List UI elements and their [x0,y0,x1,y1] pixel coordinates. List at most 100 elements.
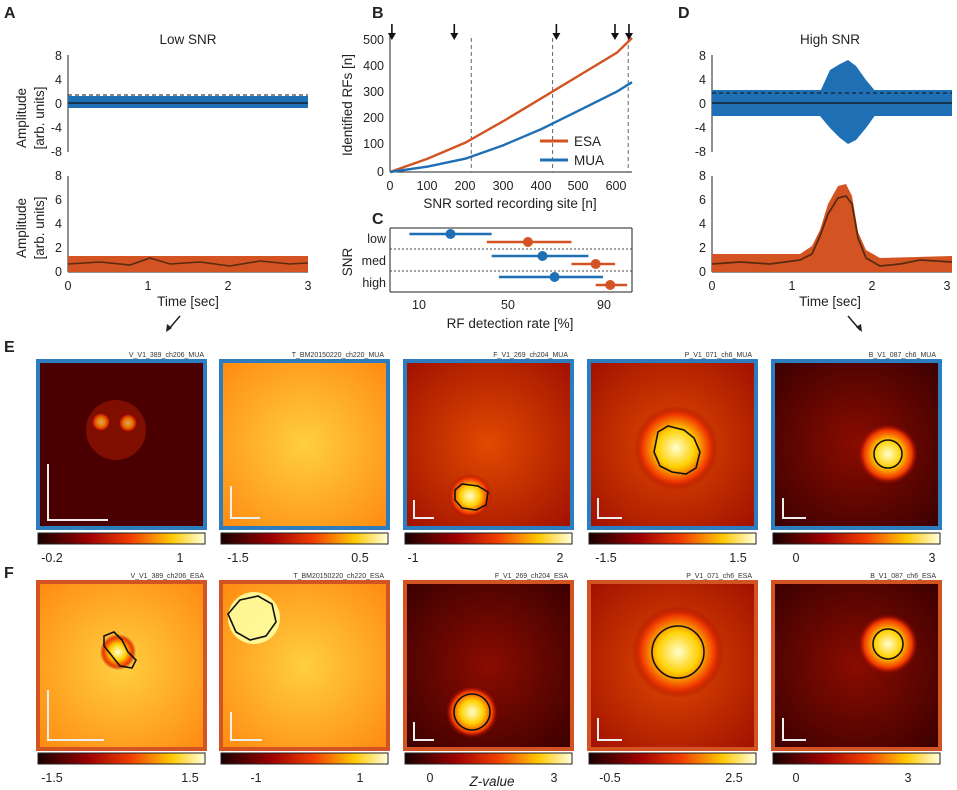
scale-bar [782,498,806,519]
scale-bar [47,690,104,741]
colorbar [772,532,941,545]
cbar-max: 2.5 [725,771,742,785]
cbar-min: -1.5 [227,551,249,565]
cbar-min: -1.5 [41,771,63,785]
map-title: V_V1_389_ch206_MUA [129,352,204,359]
cbar-min: 0 [427,771,434,785]
scale-bar [413,722,434,741]
tick: 90 [597,298,611,312]
tick: 300 [493,179,514,193]
rf-hotspot [634,406,718,490]
tick: 2 [699,241,706,255]
panel-a-ylabel-top-1: Amplitude [14,88,29,148]
colorbar [404,532,573,545]
tick: 50 [501,298,515,312]
map-title: B_V1_087_ch6_ESA [870,573,936,580]
panel-f-colorbars: -1.5 1.5 -1 1 0 3 Z-value -0.5 2.5 0 3 [37,752,941,789]
tick: 0 [699,97,706,111]
map-title: F_V1_269_ch204_MUA [493,352,568,359]
map-title: F_V1_269_ch204_ESA [495,573,568,580]
tick: 1 [789,279,796,293]
colorbar [37,532,206,545]
panel-a-ylabel-bot-2: [arb. units] [32,196,47,259]
data-point [522,237,533,247]
rf-contour [653,425,701,475]
down-arrow-head-icon [624,33,633,40]
panel-c-cat-low: low [367,232,387,246]
tick: 8 [699,169,706,183]
panel-e-label: E [4,339,15,356]
tick: 0 [377,165,384,179]
z-value-label: Z-value [468,774,514,789]
panel-a-ylabel-bot-1: Amplitude [14,198,29,258]
map-title: V_V1_389_ch206_ESA [130,573,204,580]
scale-bar [47,464,108,521]
map-title: B_V1_087_ch6_MUA [869,352,937,359]
tick: -4 [695,121,706,135]
panel-d: D High SNR 8 4 0 -4 -8 8 6 4 2 0 0 1 2 3… [678,5,953,332]
panel-c: C SNR low med high 10 50 90 RF detection… [340,211,633,331]
cbar-min: 0 [793,771,800,785]
tick: -8 [51,145,62,159]
rf-map-e2 [219,359,390,530]
cbar-max: 3 [551,771,558,785]
map-title: T_BM20150220_ch220_MUA [292,352,385,359]
down-arrow-head-icon [552,33,561,40]
tick: 3 [944,279,951,293]
cbar-max: 1.5 [181,771,198,785]
panel-a-ylabel-top-2: [arb. units] [32,86,47,149]
panel-f-label: F [4,565,14,582]
panel-a-esa-hist [68,256,308,272]
map-title: P_V1_071_ch6_MUA [685,352,753,359]
rf-hotspot [858,614,918,674]
panel-b-ylabel: Identified RFs [n] [340,54,355,156]
colorbar [404,752,573,765]
down-arrow-head-icon [387,33,396,40]
rf-map-f2 [219,580,390,751]
cbar-max: 3 [929,551,936,565]
cbar-max: 1 [357,771,364,785]
rf-hotspot [100,634,136,670]
legend-esa-label: ESA [574,134,601,149]
panel-a-title: Low SNR [159,32,216,47]
tick: 100 [417,179,438,193]
scale-bar [230,712,262,741]
rf-hotspot [119,414,137,432]
cbar-max: 1.5 [729,551,746,565]
panel-d-xlabel: Time [sec] [799,294,861,309]
down-arrow-head-icon [450,33,459,40]
scale-bar [782,718,806,741]
rf-hotspot [858,424,918,484]
data-point [590,259,601,269]
panel-d-title: High SNR [800,32,860,47]
panel-e-colorbars: -0.2 1 -1.5 0.5 -1 2 -1.5 1.5 0 3 [37,532,941,565]
panel-b-mua-line [389,81,633,174]
tick: 8 [55,49,62,63]
tick: 100 [363,137,384,151]
tick: 1 [145,279,152,293]
cbar-max: 2 [557,551,564,565]
arrow-head-icon [856,324,862,332]
legend-mua-label: MUA [574,153,604,168]
tick: 6 [699,193,706,207]
rf-hotspot [92,413,110,431]
rf-contour [103,631,137,669]
panel-f-maps: V_V1_389_ch206_ESA T_BM20150220_ch220_ES… [36,573,942,751]
map-title: P_V1_071_ch6_ESA [686,573,752,580]
panel-b-esa-line [389,37,633,174]
tick: 500 [568,179,589,193]
panel-b-xlabel: SNR sorted recording site [n] [423,196,596,211]
tick: 0 [55,97,62,111]
cbar-max: 0.5 [351,551,368,565]
panel-c-xlabel: RF detection rate [%] [447,316,574,331]
rf-glow [86,400,146,460]
tick: 0 [387,179,394,193]
panel-a-signal-trace [68,96,308,108]
cbar-min: 0 [793,551,800,565]
tick: 0 [65,279,72,293]
panel-a: A Low SNR Amplitude [arb. units] Amplitu… [4,5,312,332]
cbar-min: -1.5 [595,551,617,565]
panel-c-marks [409,229,628,290]
colorbar [220,532,389,545]
